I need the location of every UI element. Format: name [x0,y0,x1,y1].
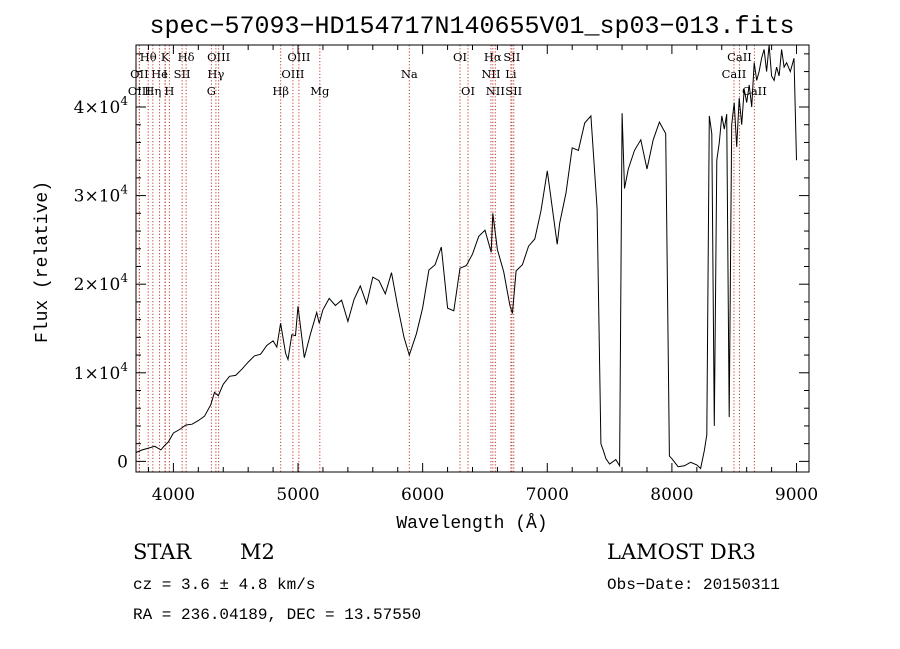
x-axis-ticks: 4000 5000 6000 7000 8000 9000 [147,45,818,505]
spectral-line-label: Mg [310,84,330,98]
object-type: STAR [133,540,192,564]
spectral-line-label: OI [453,50,467,64]
spectral-line-label: G [207,84,216,98]
spectral-line-label: Na [401,67,418,81]
spectral-line-label: Hβ [272,84,289,98]
spectral-line-label: Hθ [140,50,157,64]
spectral-line-label: SII [503,50,520,64]
redshift-cz: cz = 3.6 ± 4.8 km/s [133,576,315,594]
spectral-line-label: OIII [207,50,230,64]
spectral-line-label: H [164,84,174,98]
spectral-line-label: NII [486,84,505,98]
spectral-line-label: CaII [727,50,752,64]
x-axis-label: Wavelength (Å) [396,513,547,534]
spectral-line-label: I [163,67,168,81]
spectral-line-label: SII [505,84,522,98]
x-tick-label: 6000 [401,485,444,505]
spectral-line-label: NII [481,67,500,81]
spectral-line-label: OIII [287,50,310,64]
spectral-line-label: Hγ [207,67,224,81]
x-tick-label: 7000 [526,485,569,505]
spectral-line-label: SII [174,67,191,81]
y-tick-label: 3×104 [74,183,129,207]
x-tick-label: 8000 [650,485,693,505]
x-tick-label: 5000 [276,485,319,505]
x-tick-label: 9000 [775,485,818,505]
spectral-line-label: K [161,50,170,64]
y-tick-label: 2×104 [74,271,129,295]
spectral-line-label: CaII [722,67,747,81]
y-tick-label: 4×104 [74,94,129,118]
spectral-line-label: OIII [281,67,304,81]
ra-dec: RA = 236.04189, DEC = 13.57550 [133,606,421,624]
obs-date: Obs−Date: 20150311 [607,576,780,594]
x-tick-label: 4000 [152,485,195,505]
spectral-line-label: Hδ [178,50,195,64]
object-subclass: M2 [240,540,275,564]
spectral-line-label: OI [461,84,475,98]
spectrum-line [135,44,797,470]
y-tick-label: 1×104 [74,360,129,384]
spectral-line-label: Li [505,67,517,81]
y-axis-ticks: 0 1×104 2×104 3×104 4×104 [74,53,809,472]
chart-title: spec−57093−HD154717N140655V01_sp03−013.f… [149,12,794,41]
spectral-line-label: He [151,67,168,81]
survey-name: LAMOST DR3 [607,540,756,564]
spectral-line-label: OIII [128,84,151,98]
y-tick-label: 0 [117,452,128,472]
spectral-line-label: Hη [144,84,161,98]
spectral-line-label: Hα [484,50,502,64]
y-axis-label: Flux (relative) [33,181,53,343]
